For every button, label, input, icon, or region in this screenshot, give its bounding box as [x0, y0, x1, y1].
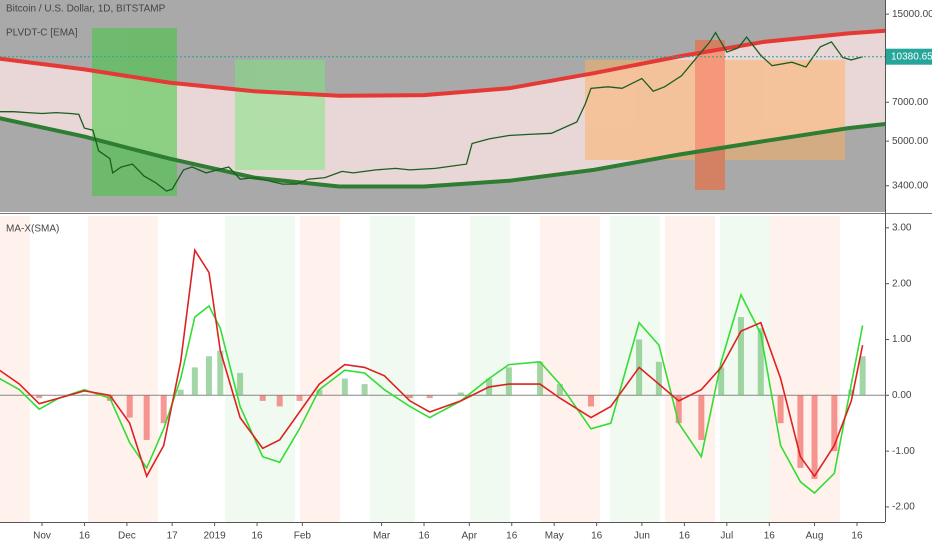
histogram-bar	[797, 395, 804, 468]
zone	[665, 216, 715, 522]
histogram-bar	[556, 384, 563, 396]
last-price-label: 10380.65	[891, 51, 932, 62]
histogram-bar	[505, 367, 512, 396]
histogram-bar	[126, 395, 133, 418]
x-tick-label: May	[545, 531, 564, 542]
histogram-bar	[859, 356, 866, 396]
histogram-bar	[177, 389, 184, 396]
x-tick-label: Apr	[462, 531, 478, 542]
zone	[300, 216, 340, 522]
histogram-bar	[777, 395, 784, 424]
histogram-bar	[361, 384, 368, 396]
buy-zone	[235, 60, 325, 170]
y-tick-label: 7000.00	[892, 97, 929, 108]
x-tick-label: 17	[167, 531, 179, 542]
x-tick-label: Aug	[806, 531, 824, 542]
histogram-bar	[81, 394, 88, 396]
histogram-bar	[259, 395, 266, 401]
x-tick-label: Nov	[33, 531, 51, 542]
histogram-bar	[296, 395, 303, 401]
histogram-bar	[36, 395, 43, 399]
price-line	[0, 116, 886, 189]
histogram-bar	[316, 389, 323, 396]
x-tick-label: Feb	[294, 531, 312, 542]
indicator-title: MA-X(SMA)	[6, 224, 59, 235]
x-tick-label: 16	[591, 531, 603, 542]
histogram-bar	[675, 395, 682, 424]
histogram-bar	[757, 328, 764, 396]
histogram-bar	[160, 395, 167, 424]
x-tick-label: Dec	[118, 531, 136, 542]
x-tick-label: 16	[251, 531, 263, 542]
x-tick-label: 2019	[203, 531, 226, 542]
histogram-bar	[457, 392, 464, 396]
y-tick-label: 5000.00	[892, 136, 929, 147]
ma-line	[0, 292, 864, 495]
y-tick-label: -1.00	[892, 446, 915, 457]
histogram-bar	[143, 395, 150, 440]
y-tick-label: 1.00	[892, 334, 912, 345]
histogram-bar	[698, 395, 705, 440]
x-tick-label: Mar	[373, 531, 391, 542]
histogram-bar	[655, 361, 662, 396]
histogram-bar	[191, 367, 198, 396]
x-tick-label: 16	[764, 531, 776, 542]
chart-title: Bitcoin / U.S. Dollar, 1D, BITSTAMP	[6, 4, 166, 15]
last-price-tag	[886, 48, 932, 65]
histogram-bar	[341, 378, 348, 396]
sell-zone	[695, 40, 725, 190]
zone	[88, 216, 158, 522]
x-tick-label: Jun	[634, 531, 650, 542]
histogram-bar	[406, 395, 413, 399]
zones	[0, 28, 845, 522]
x-tick-label: Jul	[720, 531, 733, 542]
histogram-bar	[237, 372, 244, 396]
histogram-bar	[587, 395, 594, 407]
price-line	[0, 31, 863, 192]
y-tick-label: 2.00	[892, 278, 912, 289]
histogram-bar	[718, 367, 725, 396]
zone	[770, 216, 840, 522]
histogram-bar	[537, 361, 544, 396]
histogram-bar	[848, 389, 855, 396]
ma-line	[0, 247, 864, 479]
x-tick-label: 16	[679, 531, 691, 542]
y-tick-label: -2.00	[892, 502, 915, 513]
zone	[540, 216, 600, 522]
indicator-title: PLVDT-C [EMA]	[6, 28, 78, 39]
zone	[610, 216, 660, 522]
x-tick-label: 16	[79, 531, 91, 542]
histogram-bar	[426, 395, 433, 399]
buy-zone	[92, 28, 177, 196]
y-tick-label: 15000.00	[892, 9, 932, 20]
plot: 15000.00 7000.00 5000.00 3400.00 10380.65 3.0…	[0, 9, 932, 542]
zone	[225, 216, 295, 522]
zone	[0, 216, 30, 522]
histogram-bar	[737, 317, 744, 396]
histogram-bar	[205, 356, 212, 396]
y-tick-label: 3.00	[892, 222, 912, 233]
x-tick-label: 16	[506, 531, 518, 542]
y-tick-label: 0.00	[892, 390, 912, 401]
price-line	[0, 28, 886, 98]
histogram-bar	[831, 395, 838, 452]
y-tick-label: 3400.00	[892, 180, 929, 191]
histogram-bar	[276, 395, 283, 407]
x-tick-label: 16	[418, 531, 430, 542]
x-tick-label: 16	[851, 531, 863, 542]
histogram-bar	[811, 395, 818, 480]
zone	[370, 216, 415, 522]
histogram-bar	[217, 350, 224, 396]
